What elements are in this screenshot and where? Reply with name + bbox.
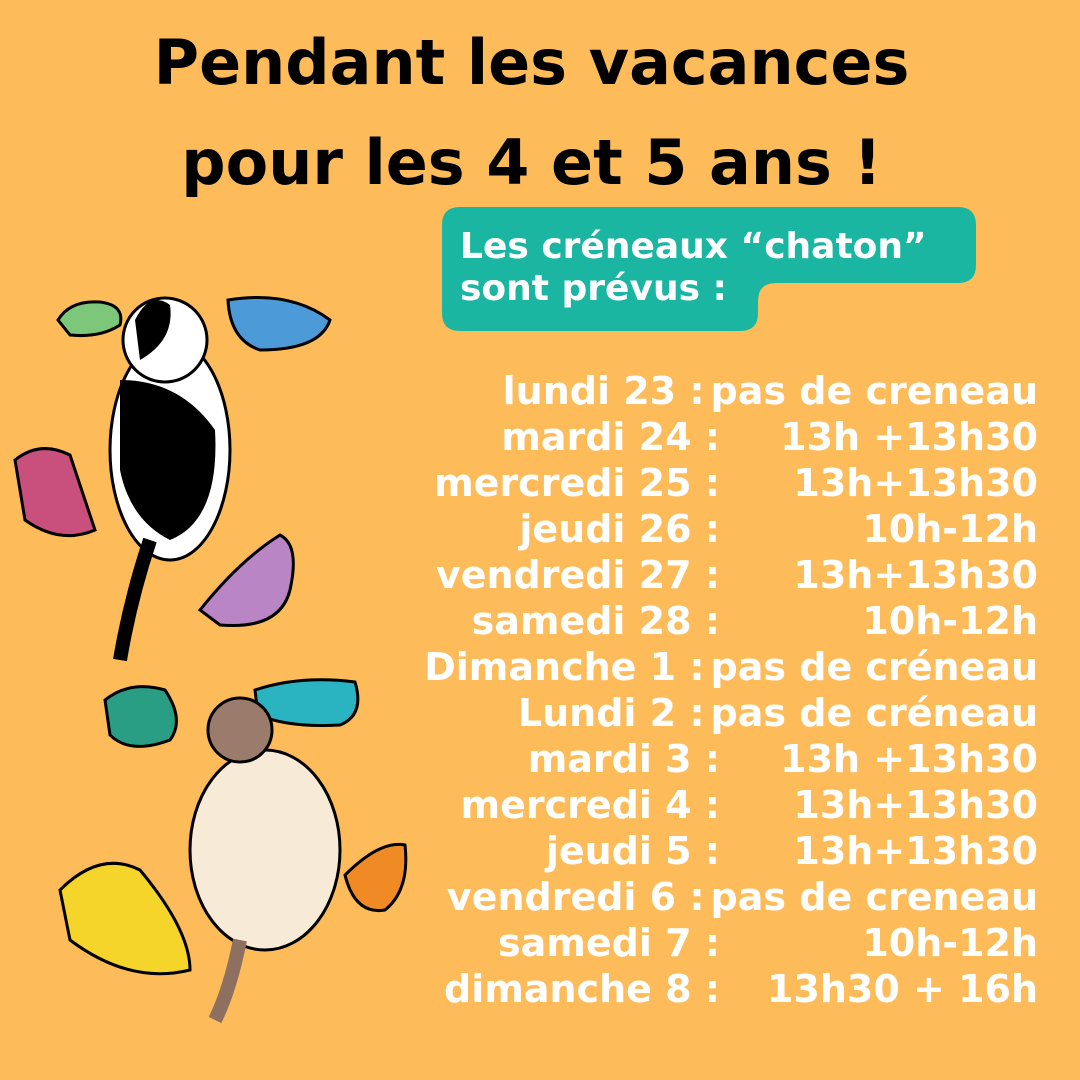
title-line-1: Pendant les vacances bbox=[153, 26, 910, 99]
schedule-row: dimanche 8 : 13h30 + 16h bbox=[420, 966, 1038, 1012]
schedule-row: Dimanche 1 : pas de créneau bbox=[420, 644, 1038, 690]
schedule-day: mercredi 4 : bbox=[460, 783, 720, 827]
schedule-row: jeudi 5 : 13h+13h30 bbox=[420, 828, 1038, 874]
bubble-line-2: sont prévus : bbox=[460, 268, 727, 309]
schedule-row: mardi 24 : 13h +13h30 bbox=[420, 414, 1038, 460]
schedule-row: Lundi 2 : pas de créneau bbox=[420, 690, 1038, 736]
schedule-time: 13h+13h30 bbox=[793, 553, 1038, 597]
schedule-row: mercredi 25 : 13h+13h30 bbox=[420, 460, 1038, 506]
schedule-row: mercredi 4 : 13h+13h30 bbox=[420, 782, 1038, 828]
schedule-row: jeudi 26 : 10h-12h bbox=[420, 506, 1038, 552]
schedule-day: mercredi 25 : bbox=[434, 461, 720, 505]
schedule-row: mardi 3 : 13h +13h30 bbox=[420, 736, 1038, 782]
bubble-text: Les créneaux “chaton” sont prévus : bbox=[460, 226, 927, 310]
title-line-2: pour les 4 et 5 ans ! bbox=[181, 126, 882, 199]
schedule-time: pas de creneau bbox=[710, 875, 1038, 919]
schedule-time: 13h +13h30 bbox=[780, 415, 1038, 459]
schedule-day: dimanche 8 : bbox=[444, 967, 720, 1011]
schedule-row: samedi 7 : 10h-12h bbox=[420, 920, 1038, 966]
schedule-row: lundi 23 : pas de creneau bbox=[420, 368, 1038, 414]
schedule-time: pas de créneau bbox=[710, 691, 1038, 735]
schedule-day: mardi 24 : bbox=[501, 415, 720, 459]
schedule-time: 13h30 + 16h bbox=[766, 967, 1038, 1011]
schedule-day: jeudi 5 : bbox=[545, 829, 720, 873]
info-bubble bbox=[442, 207, 976, 331]
schedule-time: 10h-12h bbox=[862, 599, 1038, 643]
schedule-row: samedi 28 : 10h-12h bbox=[420, 598, 1038, 644]
schedule-time: 13h +13h30 bbox=[780, 737, 1038, 781]
schedule-day: samedi 28 : bbox=[471, 599, 720, 643]
schedule-day: mardi 3 : bbox=[527, 737, 720, 781]
schedule-time: pas de créneau bbox=[710, 645, 1038, 689]
schedule-time: 10h-12h bbox=[862, 507, 1038, 551]
schedule-time: 10h-12h bbox=[862, 921, 1038, 965]
schedule-day: Lundi 2 : bbox=[517, 691, 705, 735]
cats-illustration bbox=[13, 296, 408, 1024]
schedule-time: 13h+13h30 bbox=[793, 783, 1038, 827]
schedule-day: vendredi 27 : bbox=[435, 553, 720, 597]
schedule-day: jeudi 26 : bbox=[519, 507, 720, 551]
schedule-day: samedi 7 : bbox=[498, 921, 720, 965]
bubble-line-1: Les créneaux “chaton” bbox=[460, 226, 927, 267]
schedule-day: lundi 23 : bbox=[502, 369, 705, 413]
schedule-list: lundi 23 : pas de creneau mardi 24 :13h +… bbox=[420, 368, 1038, 1012]
schedule-row: vendredi 6 : pas de creneau bbox=[420, 874, 1038, 920]
schedule-time: pas de creneau bbox=[710, 369, 1038, 413]
schedule-day: Dimanche 1 : bbox=[424, 645, 705, 689]
schedule-time: 13h+13h30 bbox=[793, 461, 1038, 505]
schedule-time: 13h+13h30 bbox=[793, 829, 1038, 873]
schedule-day: vendredi 6 : bbox=[446, 875, 705, 919]
schedule-row: vendredi 27 : 13h+13h30 bbox=[420, 552, 1038, 598]
